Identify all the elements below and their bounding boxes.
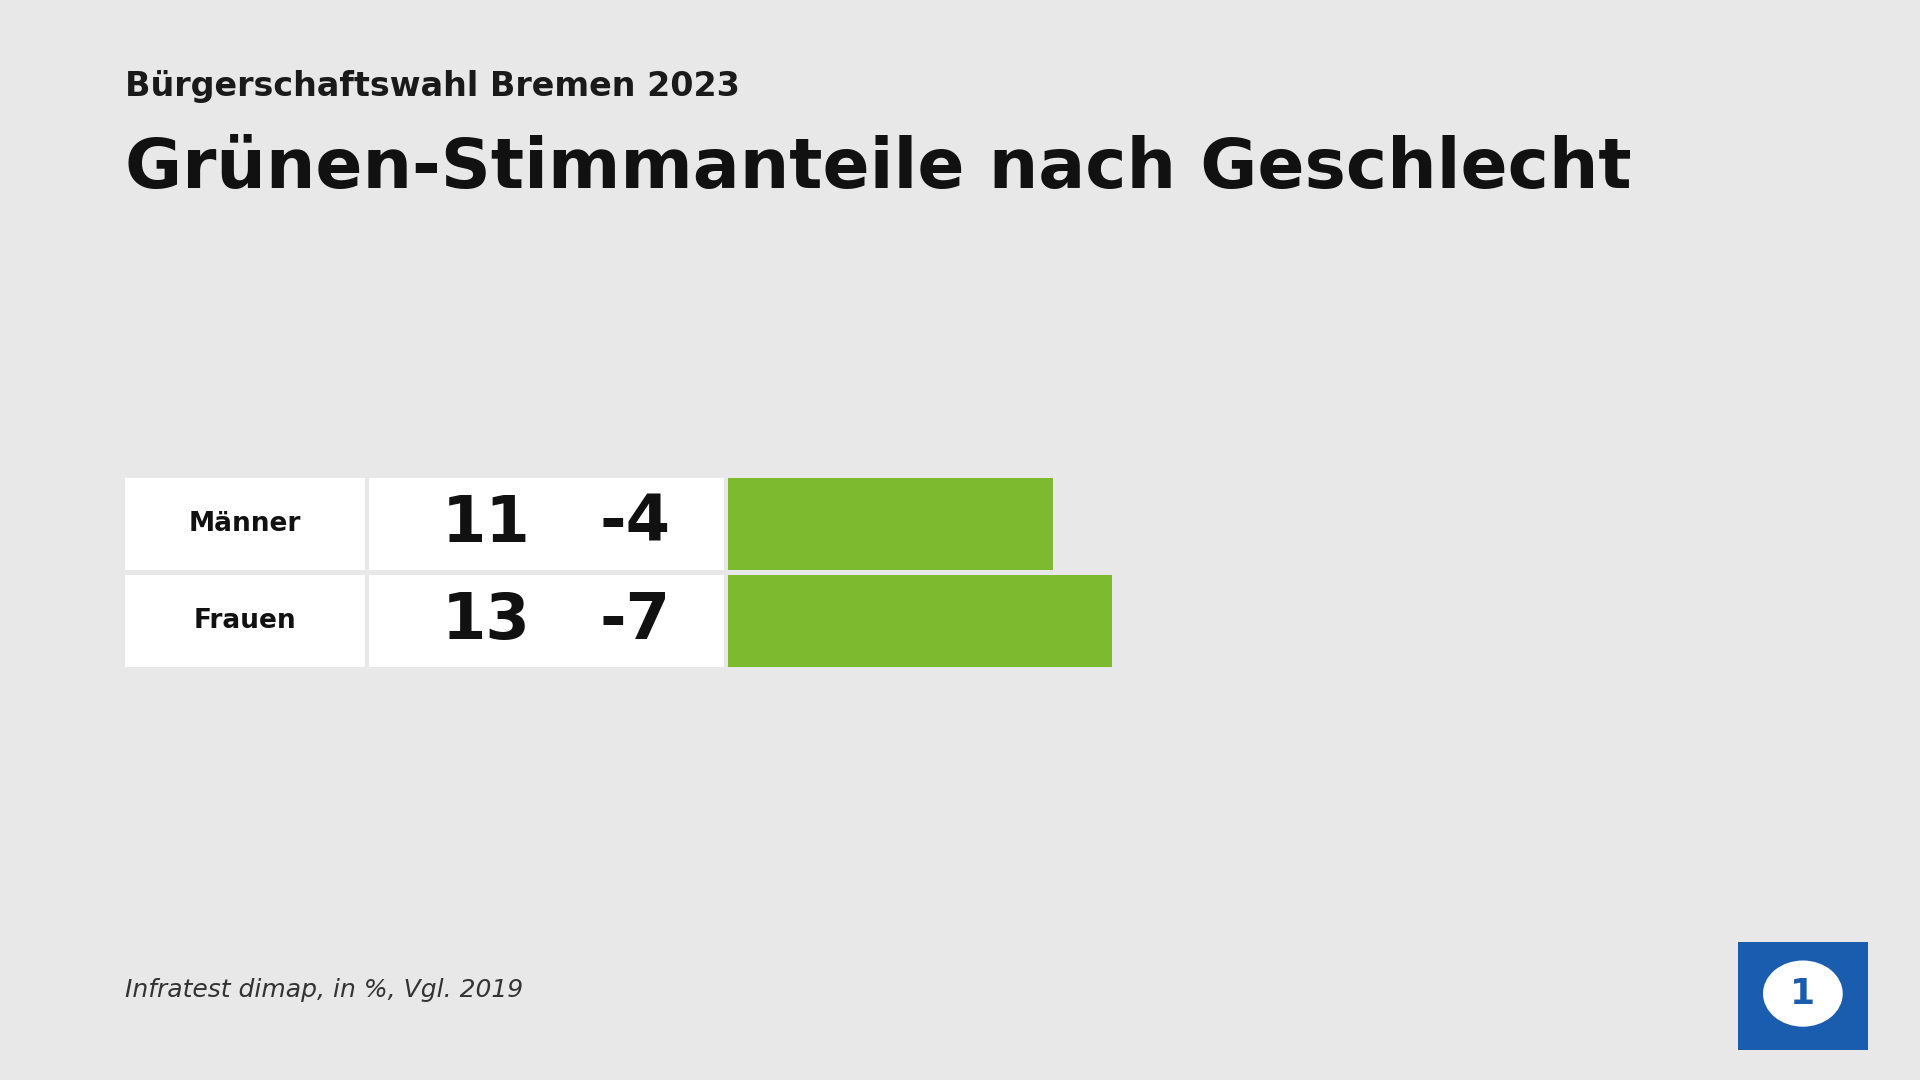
Text: 11: 11 [442, 492, 530, 555]
Text: Männer: Männer [188, 511, 301, 537]
Text: Infratest dimap, in %, Vgl. 2019: Infratest dimap, in %, Vgl. 2019 [125, 978, 522, 1002]
FancyBboxPatch shape [369, 477, 724, 570]
Text: -4: -4 [599, 492, 670, 555]
Text: Frauen: Frauen [194, 608, 296, 634]
FancyBboxPatch shape [1732, 937, 1874, 1054]
FancyBboxPatch shape [125, 575, 365, 666]
Text: 1: 1 [1789, 976, 1816, 1011]
Text: Grünen-Stimmanteile nach Geschlecht: Grünen-Stimmanteile nach Geschlecht [125, 135, 1632, 202]
Circle shape [1764, 961, 1841, 1026]
Text: Bürgerschaftswahl Bremen 2023: Bürgerschaftswahl Bremen 2023 [125, 70, 739, 104]
FancyBboxPatch shape [125, 477, 365, 570]
Text: 13: 13 [442, 590, 530, 652]
FancyBboxPatch shape [728, 477, 1052, 570]
FancyBboxPatch shape [728, 575, 1112, 666]
FancyBboxPatch shape [369, 575, 724, 666]
Text: -7: -7 [599, 590, 670, 652]
